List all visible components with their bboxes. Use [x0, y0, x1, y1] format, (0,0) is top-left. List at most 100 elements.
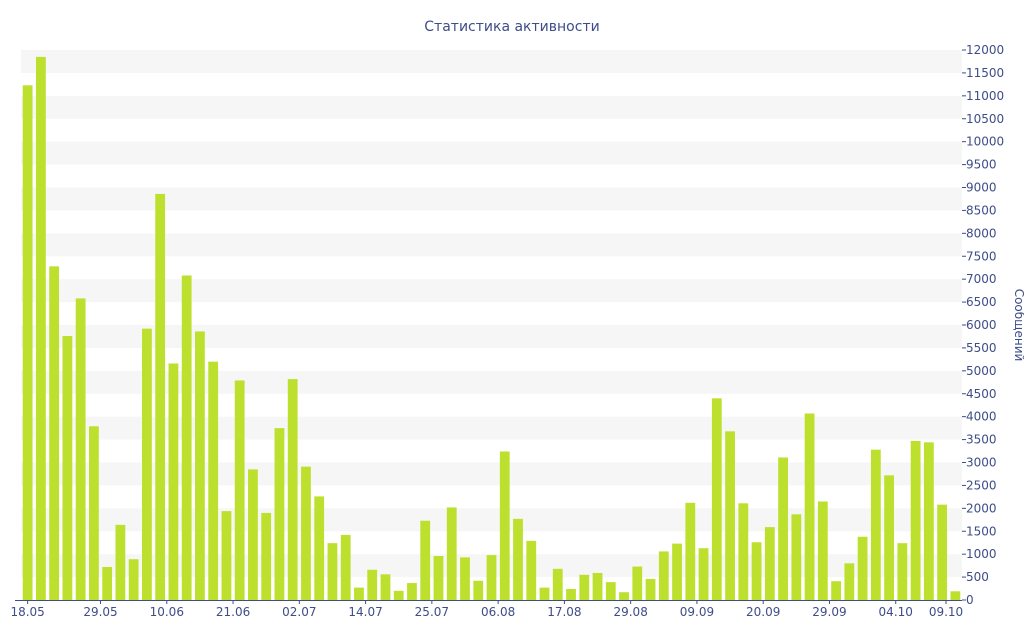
bar[interactable] — [725, 431, 735, 600]
grid-band — [21, 141, 962, 165]
bar[interactable] — [115, 524, 126, 600]
bar[interactable] — [831, 581, 841, 600]
bar[interactable] — [420, 520, 431, 600]
bar[interactable] — [698, 548, 709, 600]
bar[interactable] — [513, 518, 523, 600]
bar[interactable] — [579, 574, 590, 600]
bar[interactable] — [539, 587, 550, 600]
bar[interactable] — [22, 85, 33, 600]
bar[interactable] — [619, 592, 629, 600]
bar[interactable] — [910, 440, 921, 600]
bar-series — [22, 56, 961, 601]
bar[interactable] — [804, 413, 815, 600]
grid-band — [21, 370, 962, 394]
bar[interactable] — [446, 507, 457, 600]
bar[interactable] — [340, 534, 351, 600]
y-tick-label: 9500 — [966, 158, 997, 172]
x-tick-label: 04.10 — [879, 605, 913, 619]
grid-band — [21, 325, 962, 348]
bar[interactable] — [314, 496, 325, 600]
bar[interactable] — [327, 543, 338, 600]
bar[interactable] — [923, 442, 934, 600]
x-tick-label: 29.08 — [613, 605, 647, 619]
bar[interactable] — [142, 328, 152, 600]
bar[interactable] — [791, 514, 802, 600]
y-tick-label: 6500 — [966, 295, 997, 309]
bar[interactable] — [433, 556, 444, 600]
bar[interactable] — [672, 543, 682, 600]
bar[interactable] — [181, 275, 192, 601]
x-axis: 18.05 29.05 10.06 21.06 02.07 14.07 25.07 06.08… — [10, 600, 963, 619]
bar[interactable] — [49, 266, 60, 600]
bar[interactable] — [884, 475, 895, 600]
y-tick-label: 5000 — [966, 364, 997, 378]
x-tick-label: 02.07 — [282, 605, 316, 619]
bar[interactable] — [35, 56, 46, 600]
bar[interactable] — [460, 557, 470, 600]
y-tick-label: 2500 — [966, 478, 997, 492]
bar[interactable] — [566, 589, 576, 600]
y-tick-label: 2000 — [966, 501, 997, 515]
bar[interactable] — [950, 591, 961, 600]
x-tick-label: 09.10 — [929, 605, 963, 619]
bar[interactable] — [221, 511, 232, 600]
bar[interactable] — [248, 469, 258, 600]
bar[interactable] — [102, 567, 113, 600]
bar[interactable] — [301, 466, 311, 600]
bar[interactable] — [658, 551, 669, 600]
bar[interactable] — [499, 451, 510, 601]
bar[interactable] — [711, 398, 722, 600]
bar[interactable] — [354, 587, 364, 600]
grid-band — [21, 279, 962, 303]
bar[interactable] — [62, 336, 73, 600]
bar[interactable] — [195, 331, 205, 600]
bar[interactable] — [486, 555, 497, 600]
bar[interactable] — [393, 590, 404, 600]
bar[interactable] — [937, 504, 948, 600]
bar[interactable] — [380, 574, 391, 600]
bar[interactable] — [208, 361, 219, 600]
y-tick-label: 12000 — [966, 43, 1004, 57]
x-tick-label: 25.07 — [415, 605, 449, 619]
bar[interactable] — [592, 572, 603, 600]
bar[interactable] — [234, 380, 245, 600]
bar[interactable] — [128, 559, 139, 600]
y-tick-label: 8000 — [966, 226, 997, 240]
bar[interactable] — [738, 503, 749, 600]
y-tick-label: 8500 — [966, 203, 997, 217]
bar[interactable] — [632, 566, 643, 600]
bar[interactable] — [685, 502, 696, 600]
bar[interactable] — [764, 527, 775, 600]
grid-band — [21, 50, 962, 73]
bar[interactable] — [844, 563, 855, 600]
bar[interactable] — [168, 363, 179, 601]
y-tick-label: 500 — [966, 570, 989, 584]
y-tick-label: 11500 — [966, 66, 1004, 80]
y-tick-label: 6000 — [966, 318, 997, 332]
y-tick-label: 1000 — [966, 547, 997, 561]
bar[interactable] — [261, 512, 272, 600]
bar[interactable] — [155, 193, 166, 600]
bar[interactable] — [817, 501, 828, 600]
bar[interactable] — [473, 580, 484, 600]
y-tick-label: 11000 — [966, 89, 1004, 103]
y-tick-label: 7000 — [966, 272, 997, 286]
bar[interactable] — [526, 540, 537, 600]
bar[interactable] — [645, 578, 656, 600]
bar[interactable] — [857, 536, 868, 600]
x-tick-label: 29.09 — [812, 605, 846, 619]
bar[interactable] — [778, 457, 788, 600]
bar[interactable] — [407, 583, 417, 600]
bar[interactable] — [75, 298, 86, 600]
bar[interactable] — [287, 379, 298, 600]
y-tick-label: 3000 — [966, 456, 997, 470]
bar[interactable] — [552, 568, 563, 600]
bar[interactable] — [367, 569, 378, 600]
bar[interactable] — [870, 449, 881, 600]
bar[interactable] — [88, 426, 99, 600]
bar[interactable] — [605, 582, 616, 600]
bar[interactable] — [897, 543, 908, 600]
bar[interactable] — [751, 542, 762, 600]
bar[interactable] — [274, 428, 285, 600]
